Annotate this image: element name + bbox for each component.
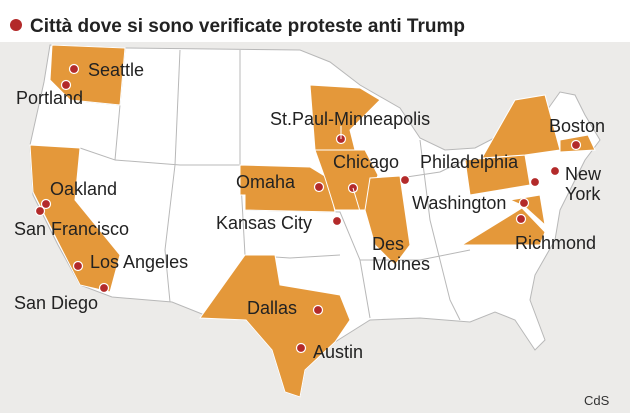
- city-label: Dallas: [247, 298, 297, 318]
- city-label-line: Philadelphia: [420, 152, 519, 172]
- city-dot: [515, 213, 527, 225]
- credit: CdS: [584, 393, 610, 408]
- city-label-line: San Francisco: [14, 219, 129, 239]
- leader-line: [352, 187, 369, 239]
- city-dot: [518, 197, 530, 209]
- city-dot: [98, 282, 110, 294]
- city-label-line: Moines: [372, 254, 430, 274]
- city-label: Oakland: [50, 179, 117, 199]
- city-dot: [313, 181, 325, 193]
- city-label: Washington: [412, 193, 506, 213]
- city-label-line: Portland: [16, 88, 83, 108]
- city-label: Austin: [313, 342, 363, 362]
- city-label: San Diego: [14, 293, 98, 313]
- state-new-york: [481, 94, 561, 159]
- city-labels: Seattle Portland Oakland San Francisco L…: [14, 60, 605, 362]
- city-label: Los Angeles: [90, 252, 188, 272]
- city-label-line: Kansas City: [216, 213, 312, 233]
- city-dot: [295, 342, 307, 354]
- city-label-line: Los Angeles: [90, 252, 188, 272]
- city-dot: [399, 174, 411, 186]
- city-label: Omaha: [236, 172, 296, 192]
- city-dot: [72, 260, 84, 272]
- city-label-line: Dallas: [247, 298, 297, 318]
- city-label: St.Paul-Minneapolis: [270, 109, 430, 129]
- city-label-line: San Diego: [14, 293, 98, 313]
- city-label: Des Moines: [372, 234, 430, 274]
- city-dot: [331, 215, 343, 227]
- us-outline: [29, 44, 601, 398]
- state-border: [419, 139, 461, 321]
- state-texas: [199, 254, 351, 398]
- highlighted-states: [29, 44, 596, 398]
- city-label-line: Seattle: [88, 60, 144, 80]
- city-label: New York: [565, 164, 602, 204]
- city-label-line: New: [565, 164, 602, 184]
- city-dot: [40, 198, 52, 210]
- city-label: Chicago: [333, 152, 399, 172]
- city-label-line: Richmond: [515, 233, 596, 253]
- city-label-line: Austin: [313, 342, 363, 362]
- city-dot: [529, 176, 541, 188]
- city-label: Kansas City: [216, 213, 312, 233]
- city-label-line: Washington: [412, 193, 506, 213]
- title-band: [0, 0, 630, 42]
- state-illinois: [364, 175, 411, 266]
- city-label-line: Chicago: [333, 152, 399, 172]
- title-bullet: [10, 19, 22, 31]
- state-washington: [49, 44, 126, 106]
- city-label-line: York: [565, 184, 601, 204]
- city-label: San Francisco: [14, 219, 129, 239]
- state-border: [164, 49, 181, 303]
- city-label: Boston: [549, 116, 605, 136]
- city-dot: [68, 63, 80, 75]
- city-label: Portland: [16, 88, 83, 108]
- city-dot: [570, 139, 582, 151]
- city-dots: [34, 63, 582, 354]
- city-label-line: Omaha: [236, 172, 296, 192]
- city-label-line: Des: [372, 234, 404, 254]
- city-dot: [34, 205, 46, 217]
- state-nebraska: [239, 164, 336, 213]
- city-label: Philadelphia: [420, 152, 519, 172]
- city-label-line: Oakland: [50, 179, 117, 199]
- city-dot: [312, 304, 324, 316]
- city-dot: [549, 165, 561, 177]
- city-label-line: St.Paul-Minneapolis: [270, 109, 430, 129]
- state-border: [359, 259, 371, 319]
- city-label: Richmond: [515, 233, 596, 253]
- city-label-line: Boston: [549, 116, 605, 136]
- state-border: [114, 159, 240, 166]
- city-dot: [60, 79, 72, 91]
- state-border: [399, 159, 466, 179]
- title: Città dove si sono verificate proteste a…: [30, 16, 465, 37]
- city-label: Seattle: [88, 60, 144, 80]
